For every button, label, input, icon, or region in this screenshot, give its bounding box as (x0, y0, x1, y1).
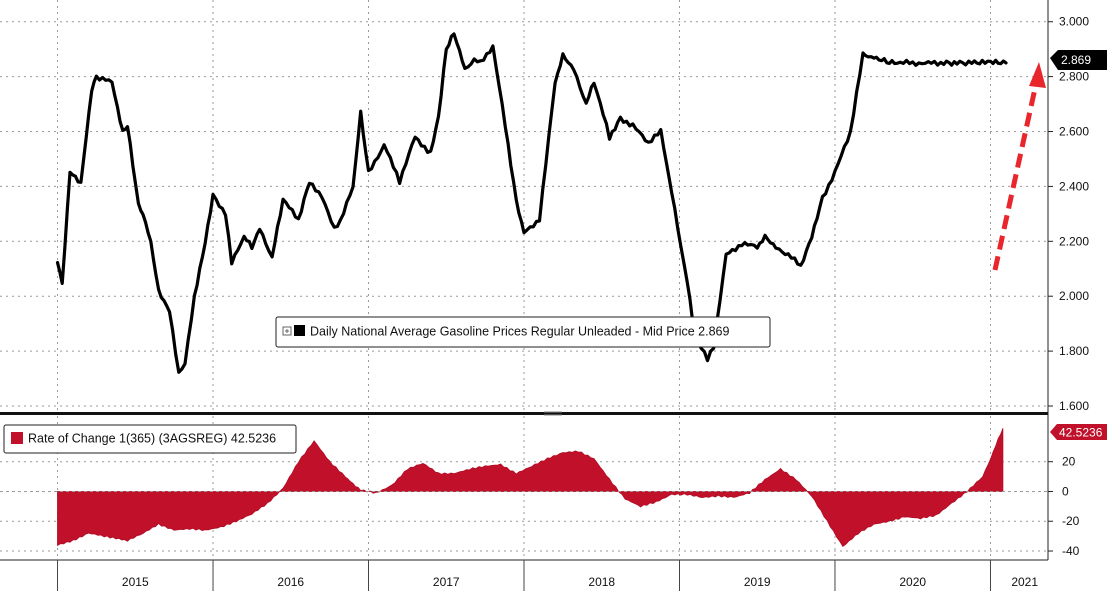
panel-separator (0, 411, 1048, 416)
upper-y-tick-label: 2.600 (1059, 125, 1089, 139)
x-tick-label: 2021 (1011, 575, 1038, 589)
lower-legend: Rate of Change 1(365) (3AGSREG) 42.5236 (3, 424, 297, 454)
upper-legend: Daily National Average Gasoline Prices R… (275, 316, 771, 348)
lower-y-tick-label: 0 (1062, 484, 1069, 498)
lower-last-value-tag: 42.5236 (1050, 424, 1107, 440)
x-tick-label: 2016 (277, 575, 304, 589)
upper-y-tick-label: 2.800 (1059, 70, 1089, 84)
lower-legend-swatch (11, 432, 23, 444)
upper-legend-swatch (294, 325, 305, 336)
upper-y-tick-label: 3.000 (1059, 15, 1089, 29)
upper-legend-label: Daily National Average Gasoline Prices R… (310, 325, 729, 339)
gasoline-price-line (55, 32, 1008, 374)
lower-y-tick-label: -40 (1062, 544, 1080, 558)
lower-y-tick-label: -20 (1062, 514, 1080, 528)
x-tick-label: 2015 (122, 575, 149, 589)
upper-y-tick-label: 1.600 (1059, 399, 1089, 413)
x-tick-label: 2017 (433, 575, 460, 589)
lower-y-tick-label: 20 (1062, 455, 1076, 469)
lower-y-axis-ticks: -40 -20 0 20 (1048, 455, 1080, 558)
rate-of-change-area (57, 428, 1004, 547)
red-dashed-arrow (992, 62, 1046, 271)
upper-last-value-label: 2.869 (1061, 53, 1091, 67)
upper-y-tick-label: 2.200 (1059, 234, 1089, 248)
x-axis: 2015 2016 2017 2018 2019 2020 2021 (0, 559, 1048, 591)
upper-last-value-tag: 2.869 (1050, 50, 1107, 70)
upper-y-tick-label: 2.400 (1059, 179, 1089, 193)
x-tick-label: 2019 (744, 575, 771, 589)
x-tick-label: 2020 (899, 575, 926, 589)
upper-y-axis-ticks: 1.600 1.800 2.000 2.200 2.400 2.600 2.800 3.000 (1048, 15, 1089, 413)
lower-last-value-label: 42.5236 (1059, 426, 1103, 440)
upper-y-tick-label: 2.000 (1059, 289, 1089, 303)
lower-legend-label: Rate of Change 1(365) (3AGSREG) 42.5236 (28, 432, 276, 446)
x-tick-label: 2018 (588, 575, 615, 589)
upper-y-tick-label: 1.800 (1059, 344, 1089, 358)
